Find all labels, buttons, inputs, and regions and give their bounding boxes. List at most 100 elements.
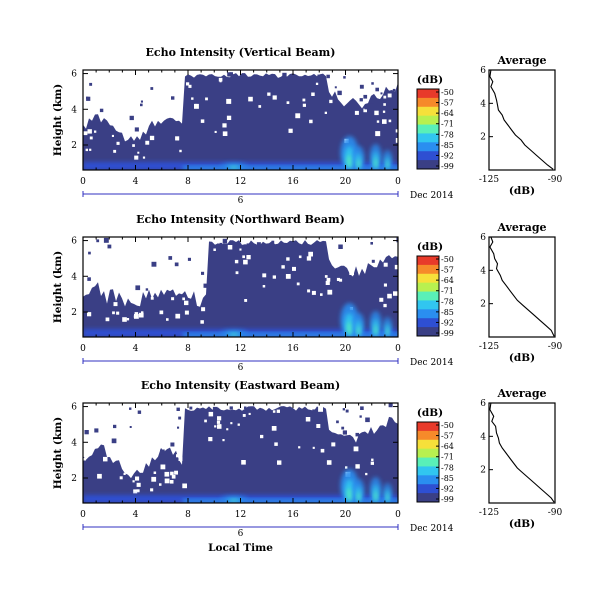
colorbar-tick-label: -71: [441, 120, 454, 129]
no-echo-gap: [393, 291, 398, 296]
profile-y-tick-label: 4: [480, 99, 486, 109]
y-tick-label: 4: [71, 105, 77, 115]
no-echo-gap: [145, 140, 150, 145]
colorbar-swatch: [417, 273, 439, 284]
profile-y-tick-label: 6: [480, 233, 486, 243]
no-echo-gap: [285, 274, 291, 279]
no-echo-gap: [311, 290, 316, 295]
echo-speckle: [345, 409, 349, 413]
echo-speckle: [89, 82, 93, 86]
echo-speckle: [375, 87, 379, 92]
no-echo-gap: [126, 318, 130, 321]
colorbar-tick-label: -78: [441, 130, 454, 139]
no-echo-gap: [217, 416, 222, 421]
date-day-label: 6: [238, 529, 244, 539]
y-axis-label: Height (km): [52, 84, 64, 156]
no-echo-gap: [182, 297, 185, 301]
echo-speckle: [230, 74, 234, 78]
no-echo-gap: [325, 280, 330, 285]
colorbar-tick-label: -64: [441, 109, 454, 118]
no-echo-gap: [176, 454, 180, 458]
echo-plume-peak: [346, 487, 353, 502]
no-echo-gap: [171, 474, 176, 479]
no-echo-gap: [103, 456, 108, 462]
echo-speckle: [337, 90, 342, 96]
echo-speckle: [109, 296, 113, 299]
echo-speckle: [365, 417, 370, 423]
no-echo-gap: [395, 138, 398, 143]
no-echo-gap: [178, 457, 183, 461]
no-echo-gap: [382, 119, 387, 124]
echo-speckle: [189, 406, 193, 410]
heatmap: [83, 237, 398, 337]
echo-speckle: [187, 257, 191, 261]
no-echo-gap: [134, 312, 139, 316]
no-echo-gap: [379, 297, 384, 302]
echo-speckle: [113, 424, 117, 429]
colorbar-tick-label: -99: [441, 495, 454, 504]
no-echo-gap: [324, 111, 327, 114]
no-echo-gap: [119, 476, 123, 480]
echo-plume-peak: [356, 326, 361, 336]
no-echo-gap: [113, 149, 117, 153]
no-echo-gap: [116, 311, 120, 315]
echo-speckle: [145, 288, 149, 291]
no-echo-gap: [281, 265, 285, 269]
colorbar-tick-label: -85: [441, 141, 454, 150]
no-echo-gap: [136, 489, 140, 493]
no-echo-gap: [134, 314, 139, 319]
no-echo-gap: [87, 312, 92, 317]
no-echo-gap: [395, 129, 398, 133]
no-echo-gap: [214, 130, 217, 133]
colorbar-swatch: [417, 430, 439, 441]
no-echo-gap: [309, 119, 313, 124]
no-echo-gap: [262, 273, 267, 278]
echo-speckle: [334, 86, 337, 89]
echo-speckle: [212, 406, 218, 412]
no-echo-gap: [205, 97, 208, 101]
no-echo-gap: [271, 426, 277, 431]
profile-y-tick-label: 2: [480, 300, 486, 310]
no-echo-gap: [141, 311, 144, 314]
profile-y-tick-label: 2: [480, 466, 486, 476]
colorbar-swatch: [417, 448, 439, 459]
no-echo-gap: [286, 257, 290, 261]
colorbar-tick-label: -92: [441, 484, 454, 493]
y-tick-label: 4: [71, 438, 77, 448]
surface-echo-band: [183, 499, 398, 503]
profile-x-tick-label: -125: [479, 342, 499, 352]
echo-speckle: [168, 256, 173, 260]
colorbar-swatch: [417, 160, 439, 170]
profile-y-tick-label: 2: [480, 133, 486, 143]
no-echo-gap: [234, 259, 239, 264]
profile-line: [489, 402, 555, 503]
colorbar-tick-label: -85: [441, 308, 454, 317]
colorbar-swatch: [417, 124, 439, 134]
profile-y-tick-label: 4: [480, 432, 486, 442]
no-echo-gap: [326, 277, 331, 282]
no-echo-gap: [318, 406, 323, 412]
x-tick-label: 0: [80, 177, 86, 187]
no-echo-gap: [320, 293, 323, 296]
colorbar-tick-label: -92: [441, 318, 454, 327]
echo-speckle: [326, 74, 330, 79]
no-echo-gap: [316, 424, 321, 428]
colorbar-swatch: [417, 142, 439, 152]
no-echo-gap: [248, 412, 251, 415]
no-echo-gap: [374, 110, 379, 116]
echo-speckle: [256, 242, 261, 247]
no-echo-gap: [150, 488, 154, 492]
date-month-label: Dec 2014: [410, 524, 454, 534]
no-echo-gap: [159, 483, 162, 486]
x-tick-label: 0: [395, 510, 401, 520]
no-echo-gap: [122, 317, 127, 322]
no-echo-gap: [237, 423, 240, 426]
y-tick-label: 4: [71, 272, 77, 282]
x-tick-label: 12: [235, 510, 246, 520]
no-echo-gap: [216, 420, 221, 424]
y-tick-label: 2: [71, 308, 77, 318]
echo-speckle: [111, 438, 117, 444]
no-echo-gap: [312, 446, 315, 449]
x-tick-label: 16: [287, 177, 299, 187]
